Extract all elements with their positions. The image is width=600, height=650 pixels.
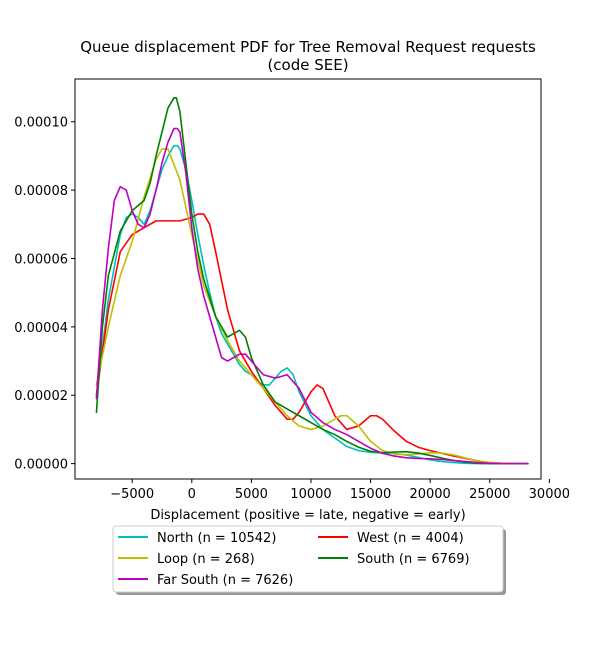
legend-label-2: Loop (n = 268) (157, 552, 255, 567)
x-tick-label: 15000 (350, 487, 391, 502)
x-axis: −5000 0 5000 10000 15000 20000 25000 30000 (110, 479, 570, 502)
x-tick-label: 20000 (409, 487, 450, 502)
y-tick-label: 0.00004 (14, 321, 68, 336)
legend: North (n = 10542) West (n = 4004) Loop (n … (112, 525, 506, 595)
y-tick-label: 0.00008 (14, 184, 68, 199)
series-line-2 (95, 148, 529, 465)
legend-frame (112, 525, 504, 593)
y-tick-label: 0.00000 (14, 458, 68, 473)
series-line-3 (95, 97, 529, 465)
x-tick-label: 0 (188, 487, 196, 502)
y-axis: 0.00000 0.00002 0.00004 0.00006 0.00008 0.000… (14, 116, 75, 473)
series-line-0 (95, 144, 529, 465)
y-tick-label: 0.00002 (14, 389, 68, 404)
y-tick-label: 0.00010 (14, 116, 68, 131)
legend-label-4: Far South (n = 7626) (157, 573, 293, 588)
chart-title-line-2: (code SEE) (267, 56, 348, 74)
series-line-4 (95, 127, 529, 465)
x-tick-label: 5000 (235, 487, 268, 502)
x-tick-label: −5000 (110, 487, 154, 502)
legend-label-0: North (n = 10542) (157, 531, 276, 546)
x-tick-label: 30000 (529, 487, 570, 502)
legend-label-1: West (n = 4004) (357, 531, 464, 546)
x-axis-label: Displacement (positive = late, negative … (150, 508, 465, 523)
plot-frame (74, 78, 542, 480)
x-tick-label: 10000 (290, 487, 331, 502)
legend-label-3: South (n = 6769) (357, 552, 470, 567)
series-layer (95, 97, 529, 465)
y-tick-label: 0.00006 (14, 252, 68, 267)
x-tick-label: 25000 (469, 487, 510, 502)
series-line-1 (95, 213, 529, 465)
chart-title-line-1: Queue displacement PDF for Tree Removal … (80, 38, 536, 56)
